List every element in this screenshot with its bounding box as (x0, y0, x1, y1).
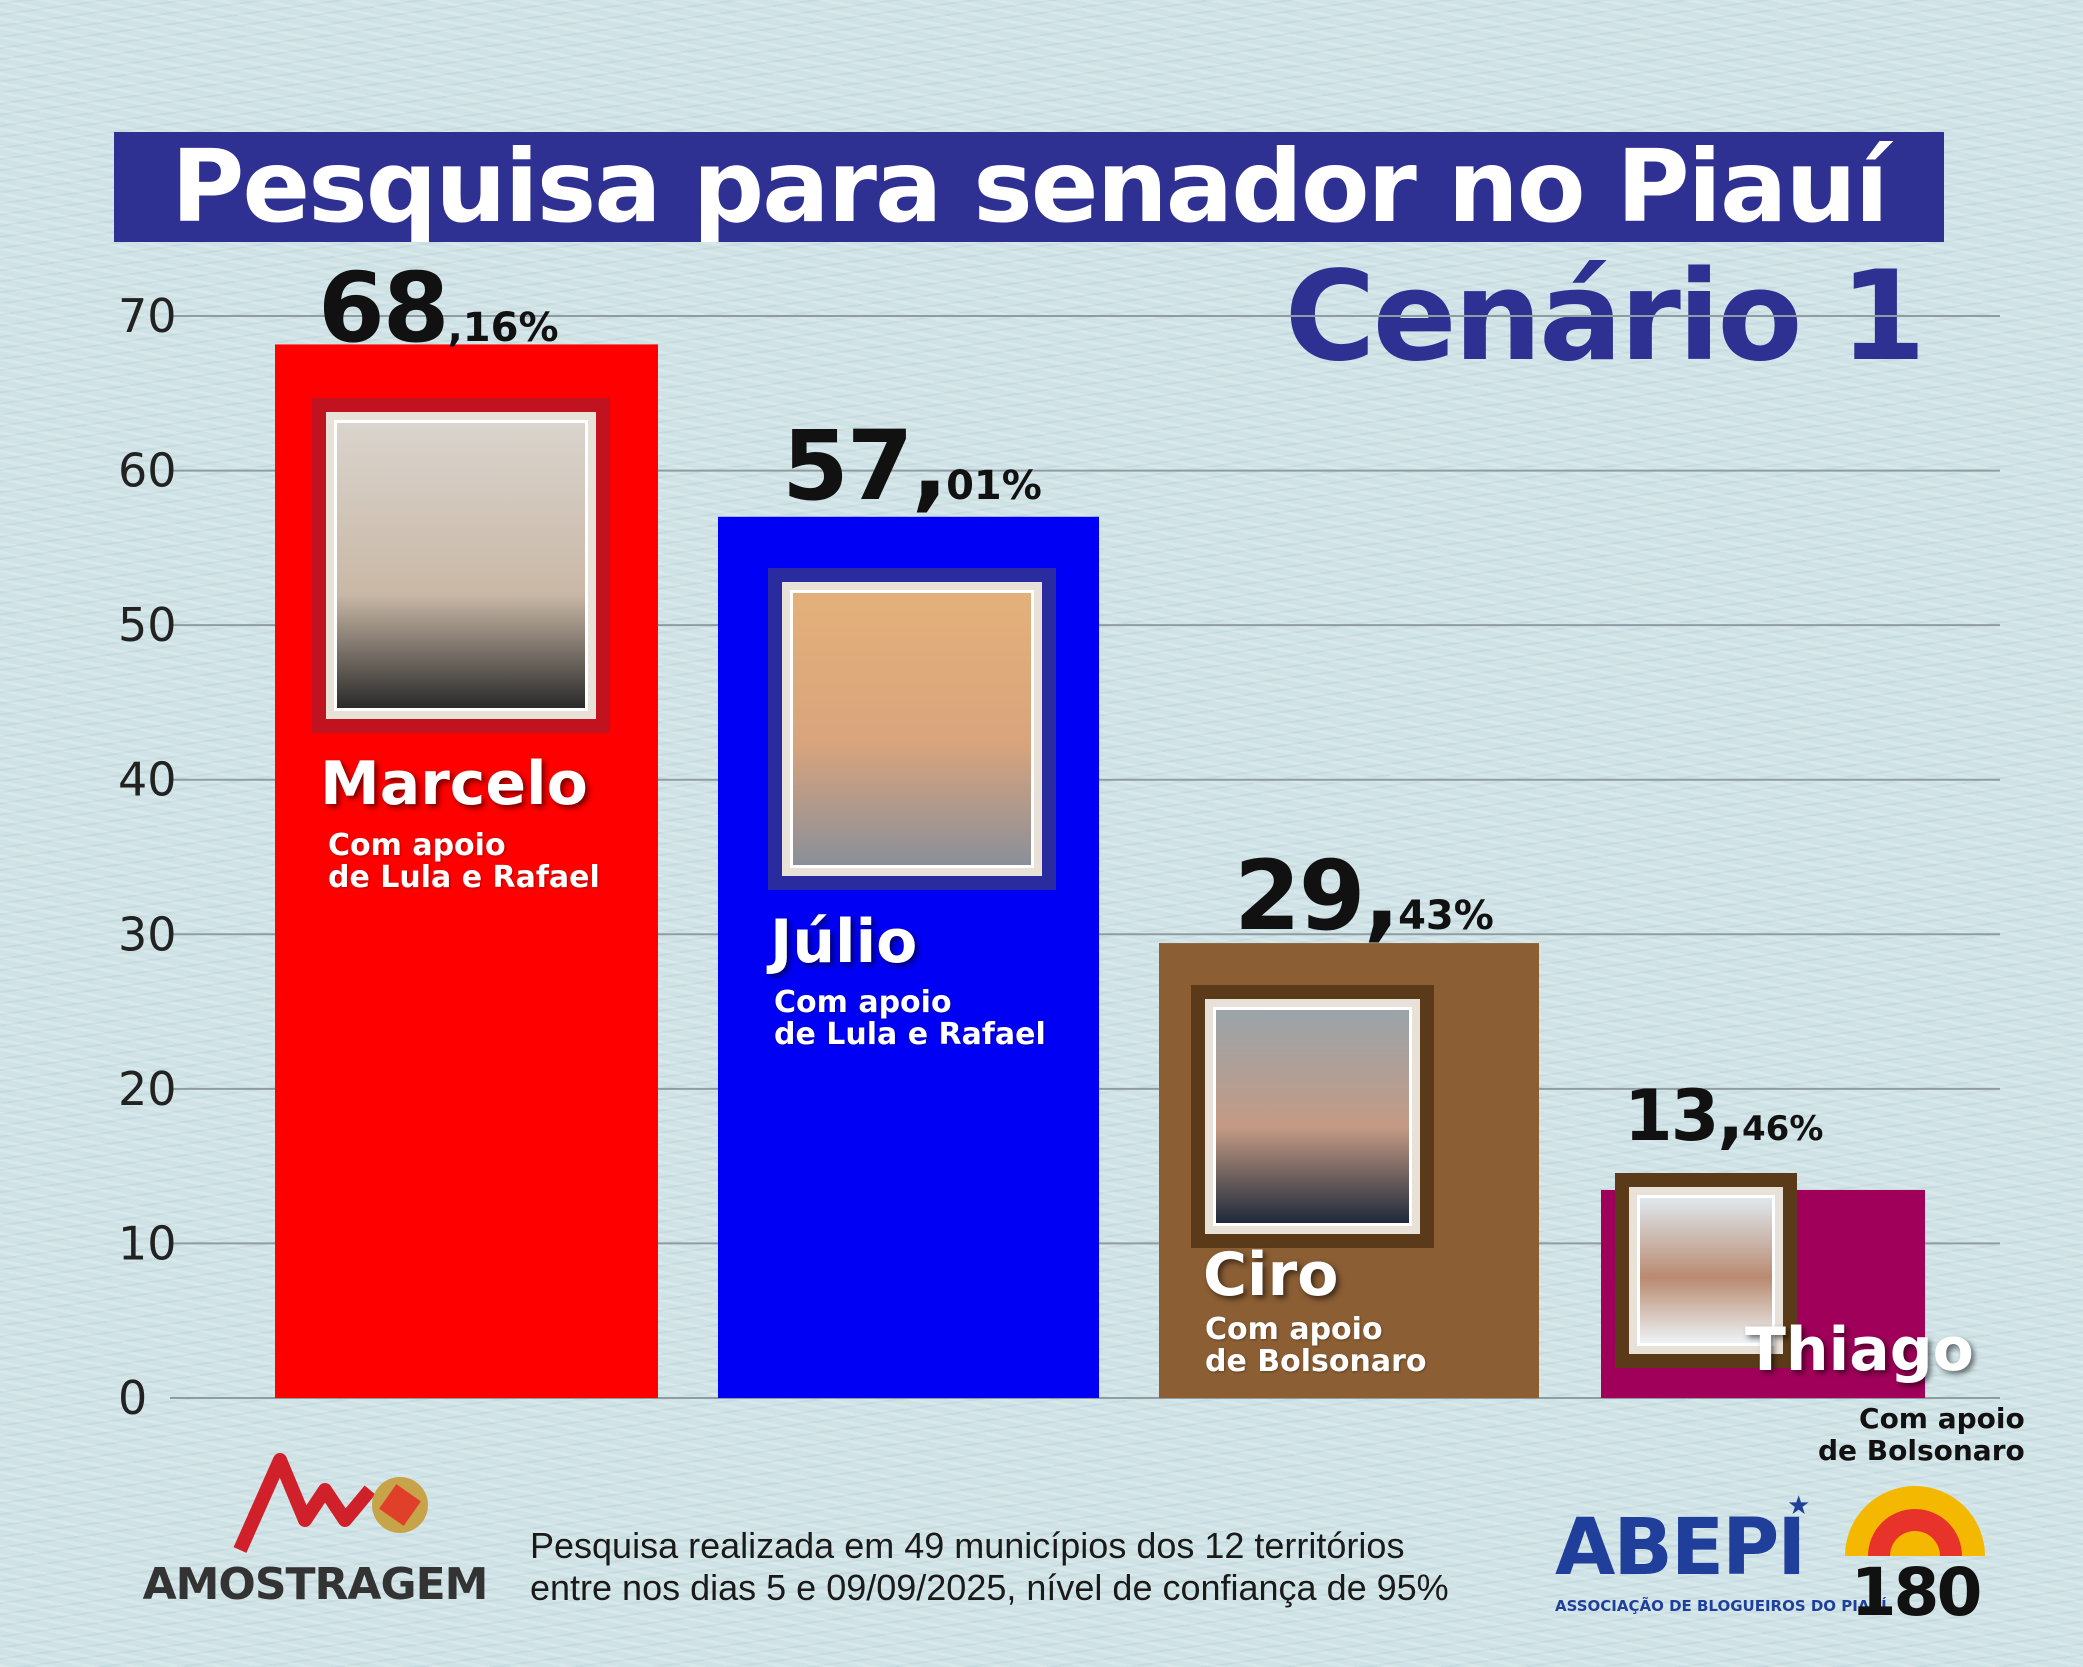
candidate-photo-thiago (1615, 1173, 1797, 1368)
value-label-julio: 57,01% (782, 410, 1042, 522)
candidate-name-ciro: Ciro (1203, 1240, 1339, 1310)
y-tick-label: 40 (118, 753, 177, 807)
survey-note: Pesquisa realizada em 49 municípios dos … (530, 1525, 1449, 1608)
page-title: Pesquisa para senador no Piauí (171, 128, 1889, 245)
sun-logo-icon (1845, 1486, 1985, 1556)
candidate-name-julio: Júlio (770, 907, 918, 977)
support-label-thiago: Com apoio de Bolsonaro (1818, 1402, 2025, 1467)
y-tick-label: 20 (118, 1062, 177, 1116)
support-label-ciro: Com apoio de Bolsonaro (1205, 1312, 1427, 1379)
support-label-marcelo: Com apoio de Lula e Rafael (328, 828, 600, 895)
amostragem-logo: AMOSTRAGEM (130, 1450, 500, 1610)
y-tick-label: 0 (118, 1371, 147, 1425)
amostragem-mark-icon (233, 1453, 428, 1553)
y-tick-label: 50 (118, 598, 177, 652)
abepi-logo: ABEPI ASSOCIAÇÃO DE BLOGUEIROS DO PIAUÍ … (1555, 1491, 1887, 1625)
value-label-ciro: 29,43% (1234, 840, 1494, 952)
y-tick-label: 60 (118, 444, 177, 498)
candidate-name-marcelo: Marcelo (320, 749, 588, 819)
support-label-julio: Com apoio de Lula e Rafael (774, 985, 1046, 1052)
candidate-photo-marcelo (312, 398, 610, 733)
logo-180: 180 (1840, 1478, 1990, 1628)
logo-180-label: 180 (1850, 1554, 1983, 1631)
value-label-marcelo: 68,16% (318, 252, 559, 364)
title-banner: Pesquisa para senador no Piauí (114, 132, 1944, 242)
y-tick-label: 70 (118, 289, 177, 343)
amostragem-label: AMOSTRAGEM (142, 1559, 489, 1610)
y-tick-label: 30 (118, 907, 177, 961)
candidate-photo-ciro (1191, 985, 1434, 1248)
star-icon: ★ (1787, 1491, 1811, 1521)
candidate-photo-julio (768, 568, 1056, 890)
candidate-name-thiago: Thiago (1745, 1315, 1974, 1385)
y-tick-label: 10 (118, 1216, 177, 1270)
abepi-label: ABEPI (1555, 1503, 1806, 1593)
abepi-subtitle: ASSOCIAÇÃO DE BLOGUEIROS DO PIAUÍ (1555, 1597, 1887, 1615)
value-label-thiago: 13,46% (1624, 1075, 1824, 1157)
